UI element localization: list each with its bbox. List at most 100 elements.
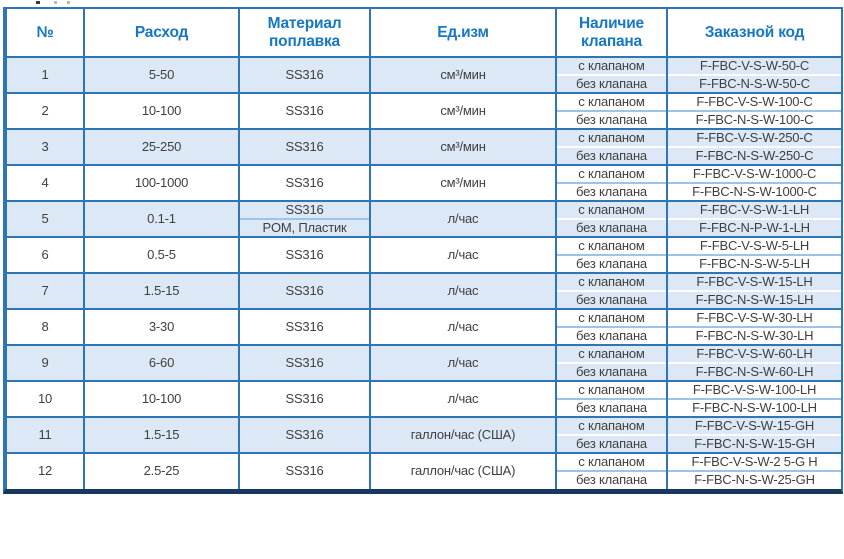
table-subrow: без клапана F-FBC-N-S-W-25-GH bbox=[6, 470, 843, 489]
cell-valve-with: с клапаном bbox=[555, 416, 668, 435]
cell-row-number: 12 bbox=[5, 452, 85, 489]
cell-row-number: 4 bbox=[5, 164, 85, 201]
cell-valve-with: с клапаном bbox=[555, 200, 668, 219]
cell-flow-range: 1.5-15 bbox=[83, 272, 240, 309]
cell-order-code: F-FBC-N-S-W-250-C bbox=[666, 146, 843, 165]
col-header-code: Заказной код bbox=[666, 9, 843, 58]
cell-order-code: F-FBC-V-S-W-1-LH bbox=[666, 200, 843, 219]
cell-row-number: 6 bbox=[5, 236, 85, 273]
cell-float-material: SS316 bbox=[238, 92, 371, 129]
table-row: 4 100-1000 SS316 см³/мин с клапаном F-FB… bbox=[5, 164, 843, 201]
header-row: № Расход Материал поплавка Ед.изм Наличи… bbox=[5, 9, 843, 58]
table-row: 8 3-30 SS316 л/час с клапаном F-FBC-V-S-… bbox=[5, 308, 843, 345]
cell-flow-range: 5-50 bbox=[83, 56, 240, 93]
table-subrow: без клапана F-FBC-N-S-W-60-LH bbox=[6, 362, 843, 381]
table-row: 7 1.5-15 SS316 л/час с клапаном F-FBC-V-… bbox=[5, 272, 843, 309]
cell-flow-range: 1.5-15 bbox=[83, 416, 240, 453]
table-subrow: без клапана F-FBC-N-S-W-1000-C bbox=[6, 182, 843, 201]
cell-order-code: F-FBC-N-S-W-60-LH bbox=[666, 362, 843, 381]
table-subrow: без клапана F-FBC-N-S-W-15-LH bbox=[6, 290, 843, 309]
cell-flow-range: 100-1000 bbox=[83, 164, 240, 201]
table-row: 6 0.5-5 SS316 л/час с клапаном F-FBC-V-S… bbox=[5, 236, 843, 273]
table-row: 2 10-100 SS316 см³/мин с клапаном F-FBC-… bbox=[5, 92, 843, 129]
cell-valve-with: с клапаном bbox=[555, 272, 668, 291]
table-row: 12 2.5-25 SS316 галлон/час (США) с клапа… bbox=[5, 452, 843, 489]
cell-valve-without: без клапана bbox=[555, 398, 668, 417]
table-subrow: без клапана F-FBC-N-S-W-100-LH bbox=[6, 398, 843, 417]
table-subrow: без клапана F-FBC-N-S-W-100-C bbox=[6, 110, 843, 129]
cell-flow-range: 10-100 bbox=[83, 380, 240, 417]
cell-order-code: F-FBC-N-S-W-30-LH bbox=[666, 326, 843, 345]
cell-row-number: 11 bbox=[5, 416, 85, 453]
table-row: 11 1.5-15 SS316 галлон/час (США) с клапа… bbox=[5, 416, 843, 453]
table-row: 3 25-250 SS316 см³/мин с клапаном F-FBC-… bbox=[5, 128, 843, 165]
col-header-num: № bbox=[5, 9, 85, 58]
cell-order-code: F-FBC-V-S-W-50-C bbox=[666, 56, 843, 75]
cell-unit: см³/мин bbox=[369, 128, 557, 165]
table-subrow: без клапана F-FBC-N-S-W-250-C bbox=[6, 146, 843, 165]
cell-float-material: SS316 bbox=[238, 308, 371, 345]
cell-unit: см³/мин bbox=[369, 56, 557, 93]
cell-float-material: SS316 bbox=[238, 128, 371, 165]
cell-order-code: F-FBC-V-S-W-250-C bbox=[666, 128, 843, 147]
cell-row-number: 2 bbox=[5, 92, 85, 129]
table-row: 5 0.1-1 SS316 л/час с клапаном F-FBC-V-S… bbox=[5, 200, 843, 237]
cell-unit: галлон/час (США) bbox=[369, 416, 557, 453]
cell-valve-without: без клапана bbox=[555, 74, 668, 93]
cell-float-material: SS316 bbox=[238, 236, 371, 273]
col-header-unit: Ед.изм bbox=[369, 9, 557, 58]
cell-valve-with: с клапаном bbox=[555, 236, 668, 255]
cell-unit: см³/мин bbox=[369, 164, 557, 201]
cell-valve-with: с клапаном bbox=[555, 344, 668, 363]
cell-row-number: 7 bbox=[5, 272, 85, 309]
cell-row-number: 8 bbox=[5, 308, 85, 345]
cell-order-code: F-FBC-N-S-W-50-C bbox=[666, 74, 843, 93]
cell-order-code: F-FBC-N-P-W-1-LH bbox=[666, 218, 843, 237]
flowmeter-order-codes-table: № Расход Материал поплавка Ед.изм Наличи… bbox=[5, 9, 843, 489]
col-header-material: Материал поплавка bbox=[238, 9, 371, 58]
cell-row-number: 9 bbox=[5, 344, 85, 381]
table-subrow: без клапана F-FBC-N-S-W-5-LH bbox=[6, 254, 843, 273]
table-row: 10 10-100 SS316 л/час с клапаном F-FBC-V… bbox=[5, 380, 843, 417]
cell-float-material-alt: POM, Пластик bbox=[238, 218, 371, 237]
cell-order-code: F-FBC-N-S-W-15-GH bbox=[666, 434, 843, 453]
col-header-valve: Наличие клапана bbox=[555, 9, 668, 58]
cell-flow-range: 6-60 bbox=[83, 344, 240, 381]
cell-order-code: F-FBC-N-S-W-100-LH bbox=[666, 398, 843, 417]
cell-float-material: SS316 bbox=[238, 380, 371, 417]
cell-unit: л/час bbox=[369, 200, 557, 237]
table-subrow: POM, Пластик без клапана F-FBC-N-P-W-1-L… bbox=[6, 218, 843, 237]
cell-flow-range: 2.5-25 bbox=[83, 452, 240, 489]
cell-flow-range: 25-250 bbox=[83, 128, 240, 165]
cell-flow-range: 0.5-5 bbox=[83, 236, 240, 273]
cell-valve-without: без клапана bbox=[555, 470, 668, 489]
cell-valve-without: без клапана bbox=[555, 434, 668, 453]
cell-float-material: SS316 bbox=[238, 200, 371, 219]
cell-row-number: 3 bbox=[5, 128, 85, 165]
cell-valve-with: с клапаном bbox=[555, 452, 668, 471]
cell-flow-range: 3-30 bbox=[83, 308, 240, 345]
table-subrow: без клапана F-FBC-N-S-W-50-C bbox=[6, 74, 843, 93]
cell-unit: см³/мин bbox=[369, 92, 557, 129]
table-row: 1 5-50 SS316 см³/мин с клапаном F-FBC-V-… bbox=[5, 56, 843, 93]
cell-unit: л/час bbox=[369, 344, 557, 381]
cropped-text-remnant bbox=[36, 1, 844, 7]
cell-order-code: F-FBC-V-S-W-1000-C bbox=[666, 164, 843, 183]
cell-unit: галлон/час (США) bbox=[369, 452, 557, 489]
cell-valve-with: с клапаном bbox=[555, 380, 668, 399]
cell-order-code: F-FBC-N-S-W-1000-C bbox=[666, 182, 843, 201]
cell-order-code: F-FBC-V-S-W-30-LH bbox=[666, 308, 843, 327]
cell-flow-range: 0.1-1 bbox=[83, 200, 240, 237]
cell-valve-with: с клапаном bbox=[555, 128, 668, 147]
table-subrow: без клапана F-FBC-N-S-W-15-GH bbox=[6, 434, 843, 453]
cell-valve-without: без клапана bbox=[555, 110, 668, 129]
cell-valve-without: без клапана bbox=[555, 290, 668, 309]
cell-flow-range: 10-100 bbox=[83, 92, 240, 129]
cell-float-material: SS316 bbox=[238, 452, 371, 489]
cell-valve-with: с клапаном bbox=[555, 164, 668, 183]
table-row: 9 6-60 SS316 л/час с клапаном F-FBC-V-S-… bbox=[5, 344, 843, 381]
cell-unit: л/час bbox=[369, 380, 557, 417]
cell-valve-without: без клапана bbox=[555, 182, 668, 201]
col-header-flow: Расход bbox=[83, 9, 240, 58]
cell-order-code: F-FBC-N-S-W-25-GH bbox=[666, 470, 843, 489]
